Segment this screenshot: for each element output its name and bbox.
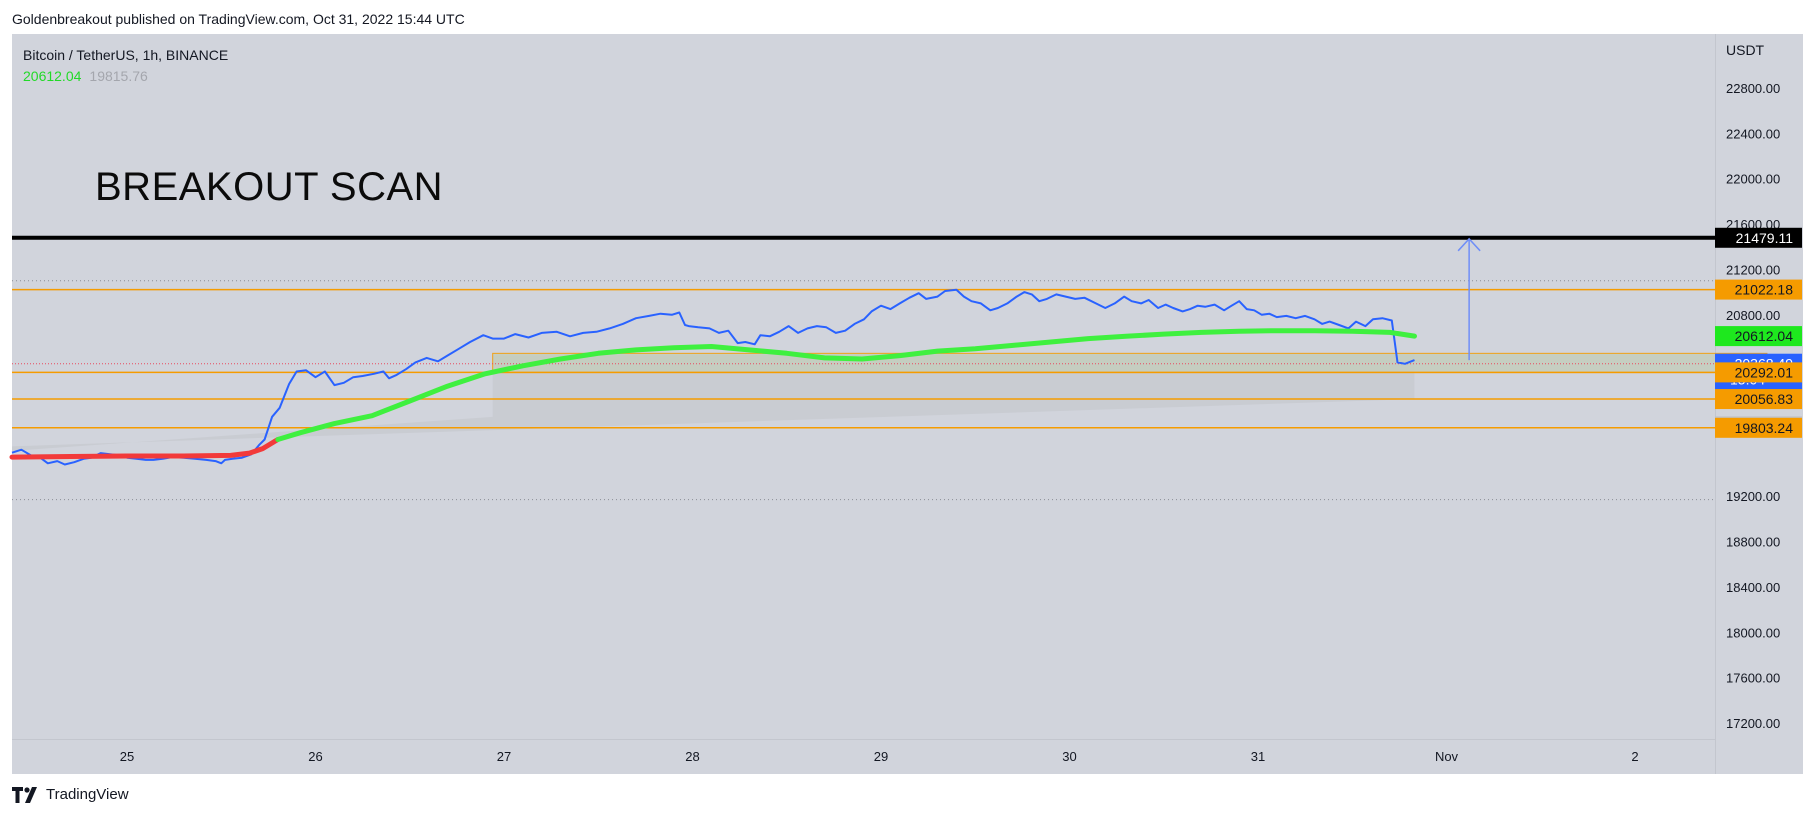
badge-level: 20056.83	[1735, 391, 1794, 407]
badge-moving-average: 20612.04	[1735, 328, 1794, 344]
legend-symbol: Bitcoin / TetherUS, 1h, BINANCE	[23, 47, 229, 63]
time-axis[interactable]	[12, 739, 1715, 775]
legend-value-ma: 20612.04	[23, 68, 82, 84]
x-tick-label: 29	[874, 749, 888, 764]
tradingview-logo-icon	[12, 786, 37, 803]
x-tick-label: 31	[1251, 749, 1265, 764]
range-shading	[12, 353, 1415, 451]
price-series-line	[11, 288, 1415, 466]
legend-value-secondary: 19815.76	[89, 68, 148, 84]
badge-level: 20292.01	[1735, 364, 1794, 380]
x-tick-label: 2	[1631, 749, 1638, 764]
footer-brand-text: TradingView	[46, 786, 129, 803]
y-tick-label: 18400.00	[1726, 580, 1780, 595]
badge-level-bg	[1715, 417, 1802, 438]
badge-moving-average-bg	[1715, 326, 1802, 347]
badge-level-bg	[1715, 362, 1802, 383]
y-tick-label: 20800.00	[1726, 308, 1780, 323]
y-tick-label: 22000.00	[1726, 172, 1780, 187]
y-tick-label: 21200.00	[1726, 262, 1780, 277]
chart-legend: Bitcoin / TetherUS, 1h, BINANCE 20612.04…	[23, 45, 228, 87]
y-tick-label: 19200.00	[1726, 489, 1780, 504]
y-tick-label: 22800.00	[1726, 81, 1780, 96]
y-tick-label: 22400.00	[1726, 126, 1780, 141]
badge-level: 21022.18	[1735, 282, 1794, 298]
x-tick-label: Nov	[1435, 749, 1459, 764]
y-tick-label: 17600.00	[1726, 671, 1780, 686]
badge-level-bg	[1715, 389, 1802, 410]
y-tick-label: 17200.00	[1726, 716, 1780, 731]
x-tick-label: 27	[497, 749, 511, 764]
badge-level-bg	[1715, 279, 1802, 300]
chart-title: BREAKOUT SCAN	[95, 165, 444, 209]
y-tick-label: 18800.00	[1726, 535, 1780, 550]
moving-average-down-line	[9, 437, 281, 460]
axis-currency: USDT	[1726, 42, 1765, 58]
target-arrow-head	[1457, 237, 1481, 252]
x-tick-label: 26	[308, 749, 322, 764]
publish-header: Goldenbreakout published on TradingView.…	[12, 11, 465, 27]
badge-level: 19803.24	[1735, 420, 1794, 436]
x-tick-label: 30	[1062, 749, 1076, 764]
y-tick-label: 18000.00	[1726, 625, 1780, 640]
consolidation-box	[492, 352, 1768, 374]
x-tick-label: 28	[685, 749, 699, 764]
badge-resistance-bg	[1715, 227, 1802, 248]
moving-average-up-line	[275, 328, 1417, 442]
badge-resistance: 21479.11	[1736, 230, 1794, 246]
footer-brand: TradingView	[12, 786, 129, 803]
x-tick-label: 25	[120, 749, 134, 764]
